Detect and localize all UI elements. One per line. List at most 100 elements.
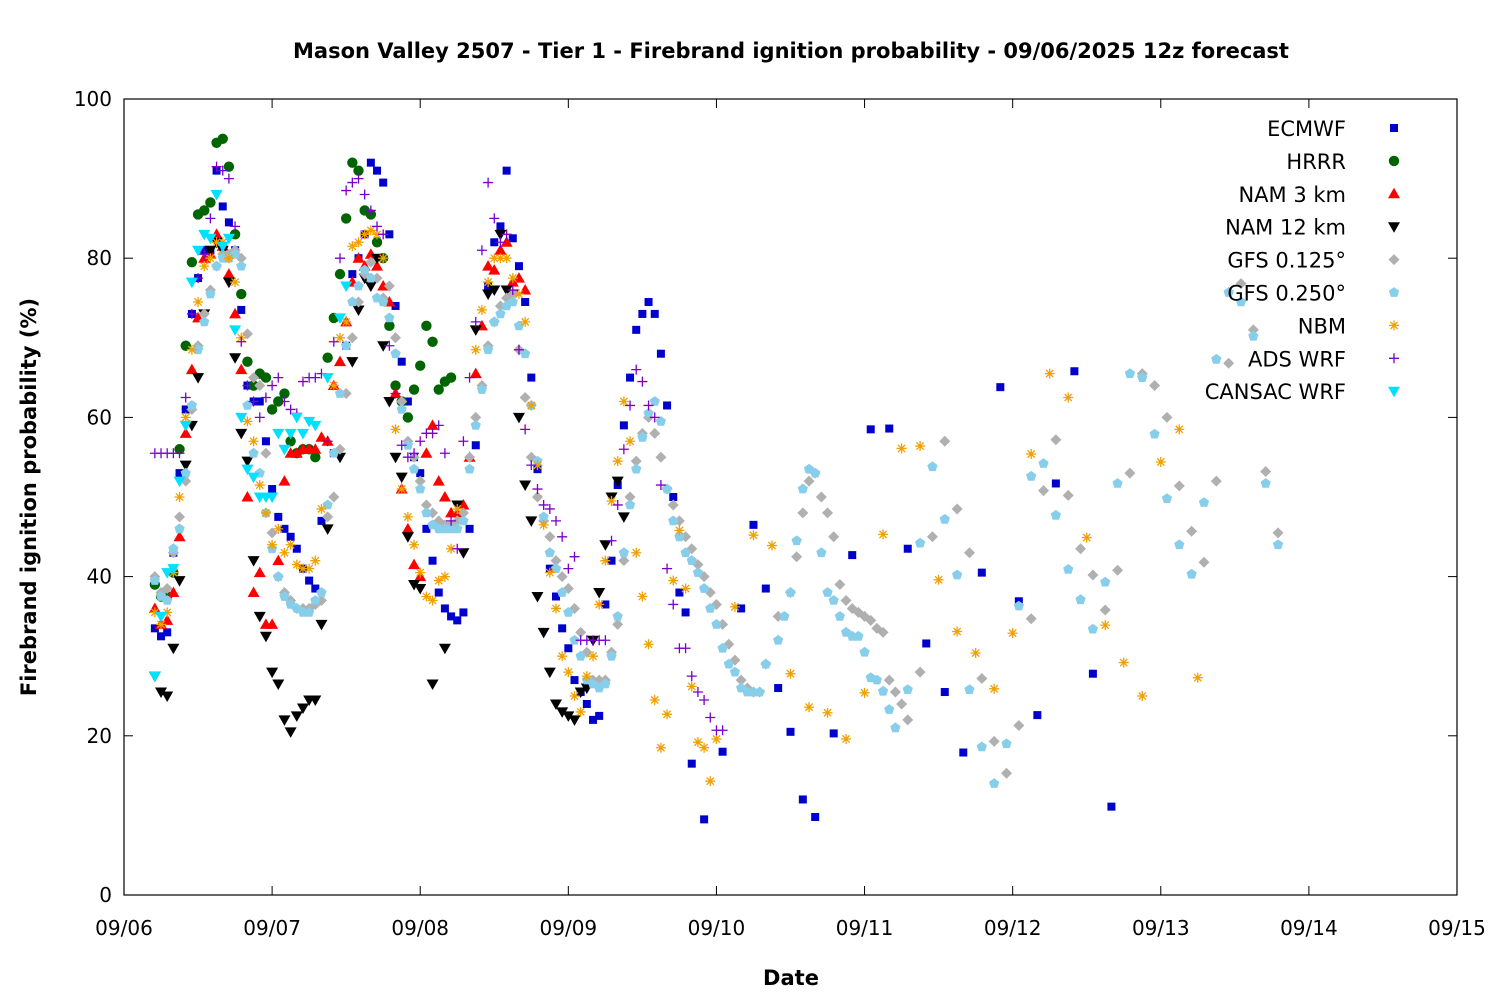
data-point: [366, 158, 375, 167]
data-point: [309, 695, 322, 706]
data-point: [1155, 456, 1166, 467]
data-point: [402, 412, 414, 423]
data-point: [667, 499, 679, 511]
data-point: [174, 448, 185, 459]
data-point: [594, 599, 605, 610]
data-point: [976, 741, 987, 752]
data-point: [815, 491, 827, 503]
data-point: [278, 444, 291, 456]
data-point: [1063, 392, 1074, 403]
data-point: [242, 380, 253, 391]
data-point: [748, 530, 759, 541]
data-point: [340, 213, 352, 224]
data-point: [438, 643, 451, 655]
data-point: [328, 491, 340, 503]
data-point: [179, 460, 192, 472]
data-point: [976, 672, 988, 684]
data-point: [600, 555, 611, 566]
chart-title: Mason Valley 2507 - Tier 1 - Firebrand i…: [293, 39, 1289, 63]
legend-item: NAM 3 km: [1238, 183, 1400, 207]
data-point: [310, 372, 321, 383]
data-point: [1272, 527, 1284, 539]
data-point: [186, 256, 198, 268]
data-point: [959, 748, 968, 757]
data-point: [1099, 604, 1111, 616]
legend-marker: [1388, 254, 1400, 266]
legend-item: ADS WRF: [1248, 347, 1399, 371]
data-point: [662, 709, 673, 720]
data-point: [373, 166, 382, 175]
data-point: [321, 373, 334, 384]
data-point: [334, 268, 346, 280]
data-point: [564, 644, 573, 653]
data-point: [180, 412, 191, 423]
data-point: [501, 229, 512, 240]
data-point: [632, 325, 641, 334]
data-point: [563, 667, 574, 678]
data-point: [235, 428, 248, 440]
data-point: [347, 177, 358, 188]
data-point: [1044, 368, 1055, 379]
data-point: [322, 352, 333, 363]
data-point: [420, 499, 432, 511]
data-point: [589, 715, 598, 724]
data-point: [575, 626, 587, 638]
data-point: [669, 493, 678, 501]
data-point: [248, 447, 259, 458]
data-point: [458, 436, 469, 447]
data-point: [334, 253, 345, 264]
data-point: [353, 237, 364, 248]
data-point: [296, 428, 309, 440]
legend-marker: [1388, 386, 1400, 398]
data-point: [507, 296, 518, 307]
data-point: [278, 475, 291, 486]
data-point: [273, 396, 284, 407]
legend-label: ECMWF: [1267, 117, 1346, 141]
data-point: [464, 372, 475, 383]
data-point: [328, 447, 339, 458]
data-point: [655, 742, 666, 753]
data-point: [989, 683, 1000, 694]
data-point: [502, 166, 511, 175]
data-point: [686, 681, 697, 692]
data-point: [537, 627, 550, 639]
data-point: [1260, 466, 1272, 478]
data-point: [822, 507, 834, 519]
data-point: [266, 527, 278, 539]
data-point: [428, 556, 437, 565]
legend-label: GFS 0.125°: [1227, 249, 1346, 273]
data-point: [378, 253, 389, 264]
data-point: [700, 815, 709, 824]
data-point: [155, 687, 168, 699]
data-point: [353, 165, 364, 176]
data-point: [644, 297, 653, 306]
data-point: [222, 233, 235, 245]
data-point: [1081, 532, 1092, 543]
data-point: [507, 273, 518, 284]
data-point: [570, 676, 579, 685]
data-point: [304, 563, 315, 574]
series-nam-12-km: [148, 229, 630, 738]
data-point: [496, 222, 505, 231]
data-point: [469, 367, 482, 379]
data-point: [409, 539, 420, 550]
x-tick-label: 09/11: [836, 916, 894, 940]
data-point: [242, 400, 253, 410]
data-point: [674, 525, 685, 536]
data-point: [414, 475, 426, 487]
y-tick-label: 80: [87, 246, 112, 270]
data-point: [352, 252, 365, 263]
data-point: [1118, 657, 1129, 668]
data-point: [268, 485, 277, 494]
data-point: [248, 436, 259, 447]
data-point: [179, 427, 192, 438]
data-point: [606, 650, 617, 661]
data-point: [446, 543, 457, 554]
data-point: [247, 556, 260, 567]
data-point: [1026, 470, 1037, 481]
data-point: [272, 554, 285, 566]
data-point: [378, 229, 389, 240]
data-point: [1260, 478, 1271, 488]
data-point: [348, 270, 357, 279]
data-point: [878, 529, 889, 540]
